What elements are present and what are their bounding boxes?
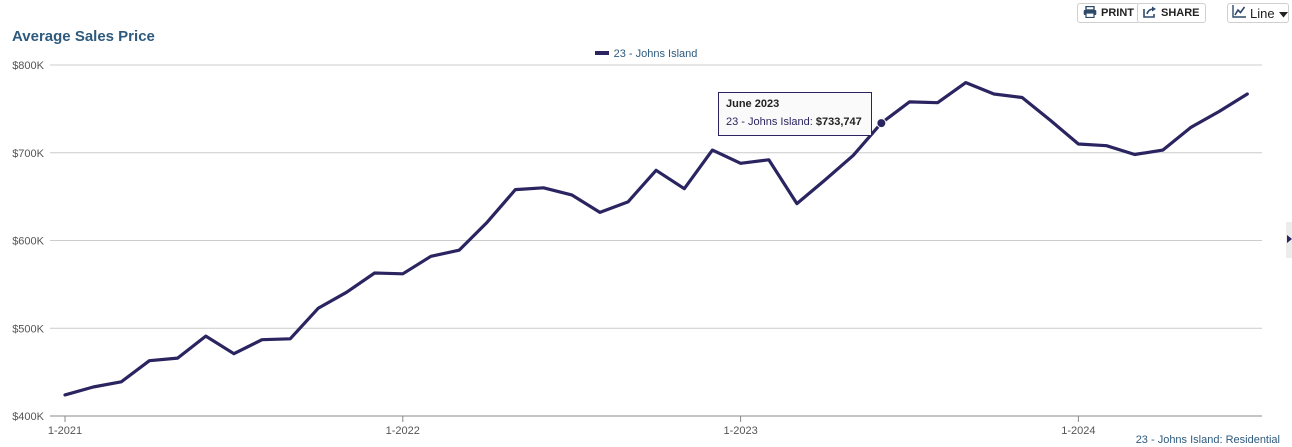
x-tick-label: 1-2024 — [1061, 425, 1095, 437]
y-tick-label: $600K — [12, 236, 44, 248]
share-icon — [1143, 6, 1157, 21]
data-point[interactable] — [931, 96, 945, 110]
data-point[interactable] — [396, 267, 410, 281]
y-tick-label: $700K — [12, 148, 44, 160]
data-point[interactable] — [368, 266, 382, 280]
gridlines — [50, 64, 1262, 417]
data-point[interactable] — [734, 156, 748, 170]
data-point[interactable] — [142, 354, 156, 368]
y-tick-label: $500K — [12, 323, 44, 335]
data-point[interactable] — [424, 249, 438, 263]
legend-label: 23 - Johns Island — [613, 48, 698, 60]
tooltip-value: $733,747 — [815, 116, 862, 128]
chart-legend[interactable]: 23 - Johns Island — [0, 48, 1292, 60]
y-axis: $400K $500K $600K $700K $800K — [12, 60, 44, 423]
data-point[interactable] — [171, 351, 185, 365]
tooltip-series-label: 23 - Johns Island: — [726, 116, 813, 128]
tooltip-body: 23 - Johns Island: $733,747 — [726, 116, 864, 128]
data-point[interactable] — [1156, 143, 1170, 157]
data-point[interactable] — [340, 285, 354, 299]
data-point[interactable] — [959, 76, 973, 90]
series-line[interactable] — [63, 80, 1249, 397]
data-point[interactable] — [114, 375, 128, 389]
data-point[interactable] — [1128, 148, 1142, 162]
data-point[interactable] — [705, 143, 719, 157]
x-tick-label: 1-2023 — [723, 425, 757, 437]
share-button[interactable]: SHARE — [1137, 3, 1206, 23]
print-button[interactable]: PRINT — [1077, 3, 1140, 23]
data-point[interactable] — [818, 173, 832, 187]
data-point[interactable] — [762, 153, 776, 167]
data-point[interactable] — [846, 148, 860, 162]
highlighted-point[interactable] — [876, 118, 887, 129]
chart-type-select[interactable]: Line — [1227, 3, 1289, 23]
data-point[interactable] — [1043, 113, 1057, 127]
data-point[interactable] — [199, 329, 213, 343]
caret-down-icon — [1278, 6, 1288, 21]
data-point[interactable] — [903, 95, 917, 109]
data-point[interactable] — [1240, 87, 1254, 101]
data-point[interactable] — [565, 188, 579, 202]
tooltip: June 2023 23 - Johns Island: $733,747 — [718, 92, 872, 136]
x-tick-label: 1-2021 — [48, 425, 82, 437]
data-point[interactable] — [480, 215, 494, 229]
data-point[interactable] — [621, 195, 635, 209]
data-point[interactable] — [790, 197, 804, 211]
data-point[interactable] — [987, 87, 1001, 101]
y-tick-label: $800K — [12, 60, 44, 72]
data-point[interactable] — [537, 181, 551, 195]
data-point[interactable] — [1212, 105, 1226, 119]
data-point[interactable] — [86, 380, 100, 394]
printer-icon — [1083, 5, 1097, 21]
data-point[interactable] — [58, 388, 72, 402]
y-tick-label: $400K — [12, 411, 44, 423]
data-point[interactable] — [649, 163, 663, 177]
data-point[interactable] — [311, 301, 325, 315]
x-axis: 1-2021 1-2022 1-2023 1-2024 — [48, 416, 1096, 437]
data-point[interactable] — [1015, 90, 1029, 104]
legend-swatch — [594, 51, 609, 56]
data-point[interactable] — [1100, 139, 1114, 153]
data-point[interactable] — [1184, 120, 1198, 134]
data-point[interactable] — [283, 332, 297, 346]
print-label: PRINT — [1101, 7, 1134, 19]
data-point[interactable] — [677, 182, 691, 196]
x-tick-label: 1-2022 — [386, 425, 420, 437]
series-group — [58, 76, 1254, 402]
chart-title: Average Sales Price — [12, 28, 155, 45]
source-label[interactable]: 23 - Johns Island: Residential — [1135, 434, 1280, 446]
data-point[interactable] — [1071, 137, 1085, 151]
line-chart-icon — [1232, 5, 1246, 21]
data-point[interactable] — [452, 243, 466, 257]
tooltip-title: June 2023 — [726, 98, 780, 110]
arrow-right-icon — [1287, 235, 1292, 243]
chart-type-label: Line — [1250, 5, 1275, 21]
share-label: SHARE — [1161, 7, 1200, 19]
data-point[interactable] — [227, 347, 241, 361]
data-point[interactable] — [255, 333, 269, 347]
scroll-right-handle[interactable] — [1286, 222, 1292, 258]
data-point[interactable] — [593, 205, 607, 219]
data-point[interactable] — [508, 183, 522, 197]
